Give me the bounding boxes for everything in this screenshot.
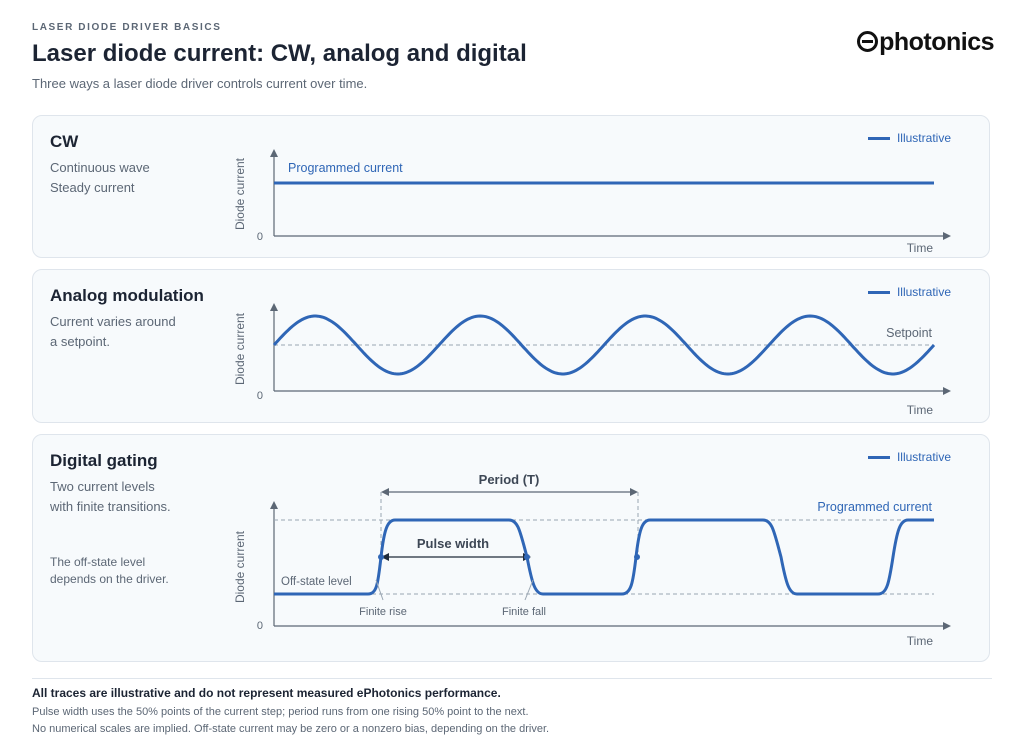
fall-leader [524, 579, 534, 601]
legend-label: Illustrative [896, 450, 951, 464]
x-axis-label: Time [907, 241, 934, 255]
panel-digital-title: Digital gating [50, 451, 158, 470]
legend-swatch [867, 290, 890, 294]
finite-fall-label: Finite fall [502, 606, 546, 618]
legend-swatch [867, 136, 890, 140]
y-axis-label: Diode current [233, 312, 247, 385]
rise-50-point-2 [634, 554, 640, 560]
panel-analog-description: Current varies around a setpoint. [50, 314, 176, 349]
x-axis-arrow [943, 387, 951, 395]
x-axis-arrow [943, 232, 951, 240]
pulse-width-label: Pulse width [417, 536, 489, 551]
panel-analog-title: Analog modulation [50, 286, 204, 305]
rise-50-point-1 [378, 554, 384, 560]
panel-digital-description: Two current levels with finite transitio… [50, 479, 171, 514]
legend-label: Illustrative [896, 131, 951, 145]
panel-analog-legend: Illustrative [867, 285, 951, 299]
y-axis-arrow [270, 303, 278, 311]
page-title: Laser diode current: CW, analog and digi… [32, 40, 527, 67]
footer-divider [32, 678, 992, 679]
footer-note-2: No numerical scales are implied. Off-sta… [32, 723, 550, 735]
panel-digital-note: The off-state level depends on the drive… [50, 555, 169, 586]
panel-cw-title: CW [50, 132, 79, 151]
footer-disclaimer: All traces are illustrative and do not r… [32, 686, 501, 700]
panel-digital: Digital gating Two current levels with f… [32, 434, 990, 662]
y-axis-label: Diode current [233, 530, 247, 603]
period-arrow-left [381, 488, 389, 496]
panel-analog: Analog modulation Current varies around … [32, 269, 990, 423]
ephotonics-logo: photonics [857, 28, 994, 57]
eyebrow-label: LASER DIODE DRIVER BASICS [32, 22, 222, 33]
x-axis-label: Time [907, 403, 934, 417]
logo-text: photonics [879, 28, 994, 56]
analog-plot: Diode current 0 Time Setpoint [233, 303, 951, 417]
rise-leader [375, 579, 384, 601]
fall-50-point-1 [524, 554, 530, 560]
panel-digital-legend: Illustrative [867, 450, 951, 464]
programmed-current-label: Programmed current [288, 161, 403, 175]
digital-trace [274, 518, 934, 596]
zero-label: 0 [257, 231, 263, 243]
x-axis-label: Time [907, 634, 934, 648]
zero-label: 0 [257, 620, 263, 632]
legend-label: Illustrative [896, 285, 951, 299]
digital-plot: Diode current 0 Time Period (T) Pulse wi… [233, 472, 951, 648]
page-subtitle: Three ways a laser diode driver controls… [32, 76, 368, 91]
cw-plot: Diode current 0 Time Programmed current [233, 149, 951, 255]
logo-e-mark [857, 31, 879, 52]
period-arrow-right [630, 488, 638, 496]
setpoint-label: Setpoint [886, 326, 932, 340]
y-axis-arrow [270, 501, 278, 509]
zero-label: 0 [257, 390, 263, 402]
x-axis-arrow [943, 622, 951, 630]
programmed-current-label: Programmed current [817, 500, 932, 514]
offstate-label: Off-state level [281, 576, 352, 588]
period-label: Period (T) [479, 472, 540, 487]
finite-rise-label: Finite rise [359, 606, 407, 618]
panel-cw-description: Continuous wave Steady current [50, 160, 150, 195]
footer-note-1: Pulse width uses the 50% points of the c… [32, 706, 529, 718]
analog-trace [272, 314, 936, 376]
y-axis-arrow [270, 149, 278, 157]
legend-swatch [867, 455, 890, 459]
panel-cw: CW Continuous wave Steady current Illust… [32, 115, 990, 258]
y-axis-label: Diode current [233, 157, 247, 230]
pulse-arrow-left [381, 553, 389, 561]
panel-cw-legend: Illustrative [867, 131, 951, 145]
